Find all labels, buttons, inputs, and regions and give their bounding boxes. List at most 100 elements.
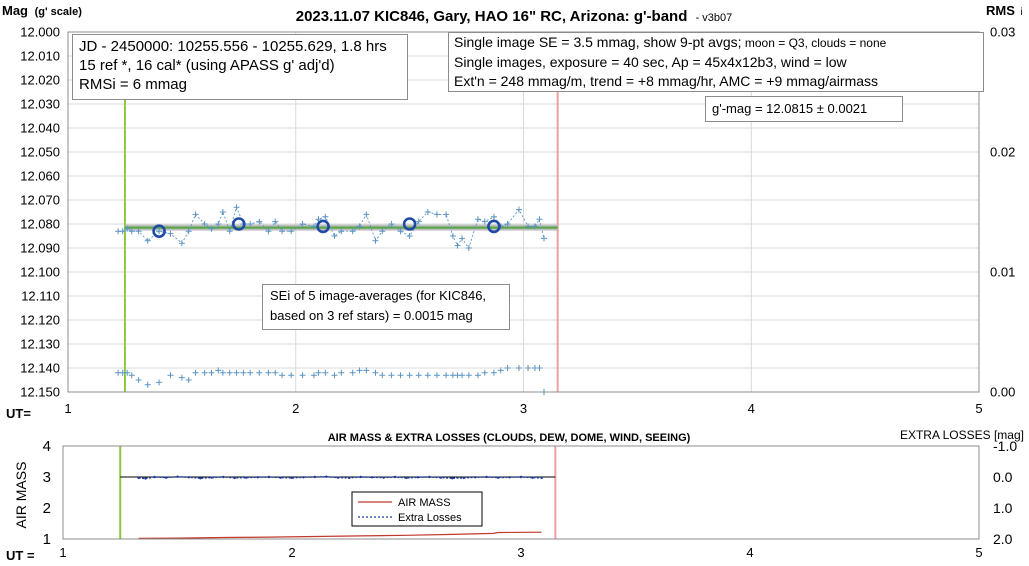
extra-losses-point bbox=[496, 476, 500, 479]
chart-version-tag: - v3b07 bbox=[696, 12, 733, 24]
single-image-point bbox=[310, 223, 317, 230]
info-right-line-1-small: moon = Q3, clouds = none bbox=[741, 36, 887, 50]
single-image-point bbox=[265, 228, 272, 235]
rms-point bbox=[363, 367, 370, 374]
y-tick-label: 12.030 bbox=[20, 97, 60, 112]
rms-point bbox=[525, 365, 532, 371]
bottom-y-tick-label: 1 bbox=[43, 531, 51, 548]
single-image-point bbox=[178, 240, 185, 247]
y-tick-label: 12.060 bbox=[20, 169, 60, 184]
bottom-chart: 1 2 3 4 -1.0 0.0 1.0 2.0 1 2 3 4 5 AIR MASS & EXTR… bbox=[6, 428, 1024, 563]
extra-losses-point bbox=[393, 475, 397, 479]
rms-point bbox=[331, 372, 338, 379]
extra-losses-point bbox=[153, 475, 156, 479]
extra-losses-point bbox=[302, 476, 305, 479]
extra-losses-point bbox=[439, 476, 443, 479]
sei-box: SEi of 5 image-averages (for KIC846, bas… bbox=[262, 284, 510, 330]
rms-point bbox=[201, 369, 208, 376]
average-point bbox=[316, 219, 330, 234]
single-image-point bbox=[465, 245, 472, 251]
average-point bbox=[152, 224, 166, 238]
single-image-point bbox=[247, 221, 254, 227]
extra-losses-point bbox=[428, 475, 431, 479]
y-axis-label-right: RMS i bbox=[986, 3, 1023, 18]
y-tick-label: 12.130 bbox=[20, 337, 60, 352]
y2-tick-label: 0.00 bbox=[990, 385, 1015, 400]
rms-point bbox=[156, 379, 163, 386]
rms-point bbox=[459, 372, 466, 379]
bottom-legend: AIR MASS Extra Losses bbox=[351, 491, 483, 527]
sei-line-1: SEi of 5 image-averages (for KIC846, bbox=[270, 288, 487, 303]
rms-point bbox=[310, 372, 317, 379]
y-tick-label: 12.100 bbox=[20, 265, 60, 280]
top-averages-series bbox=[152, 217, 501, 238]
rms-point bbox=[465, 372, 472, 379]
average-point bbox=[402, 217, 417, 231]
single-image-point bbox=[379, 228, 386, 235]
y2-tick-label: 0.02 bbox=[990, 145, 1015, 160]
extra-losses-point bbox=[336, 476, 339, 479]
y-tick-label: 12.010 bbox=[20, 49, 60, 64]
bottom-y-tick-label: 4 bbox=[43, 438, 51, 455]
top-y-tick-labels: 12.000 12.010 12.020 12.030 12.040 12.050 12.0… bbox=[20, 25, 60, 400]
single-image-point bbox=[315, 216, 322, 223]
rms-point bbox=[490, 369, 497, 376]
single-image-point bbox=[215, 221, 222, 227]
single-image-point bbox=[443, 211, 450, 218]
bottom-y2-tick-labels: -1.0 0.0 1.0 2.0 bbox=[993, 438, 1017, 547]
extra-losses-point bbox=[245, 476, 248, 479]
single-images-line bbox=[118, 205, 545, 249]
info-left-line-2: 15 ref *, 16 cal* (using APASS g' adj'd) bbox=[79, 57, 335, 74]
rms-point bbox=[144, 381, 151, 388]
single-image-point bbox=[363, 211, 370, 218]
single-image-point bbox=[256, 218, 263, 225]
sei-line-2: based on 3 ref stars) = 0.0015 mag bbox=[270, 308, 473, 323]
rms-point bbox=[388, 372, 395, 379]
average-point bbox=[232, 217, 246, 231]
single-image-point bbox=[481, 218, 488, 225]
bottom-y2-tick-label: 1.0 bbox=[993, 500, 1013, 516]
single-image-point bbox=[124, 225, 131, 232]
bottom-x-tick-label: 5 bbox=[975, 545, 982, 560]
info-right-line-1: Single image SE = 3.5 mmag, show 9-pt av… bbox=[454, 33, 978, 53]
rms-point bbox=[497, 367, 504, 374]
legend-frame bbox=[351, 491, 483, 527]
rms-point bbox=[215, 367, 222, 374]
legend-air-mass-label: AIR MASS bbox=[398, 497, 451, 509]
y-tick-label: 12.040 bbox=[20, 121, 60, 136]
y-tick-label: 12.150 bbox=[20, 385, 60, 400]
x-tick-label: 4 bbox=[748, 401, 755, 416]
result-box: g'-mag = 12.0815 ± 0.0021 bbox=[705, 96, 903, 122]
bottom-chart-title: AIR MASS & EXTRA LOSSES (CLOUDS, DEW, DO… bbox=[328, 432, 691, 444]
rms-point bbox=[536, 365, 543, 371]
rms-point bbox=[279, 372, 286, 379]
single-image-point bbox=[128, 228, 135, 235]
bottom-x-tick-label: 3 bbox=[517, 545, 524, 560]
y-label-mag-sub: (g' scale) bbox=[35, 6, 83, 18]
rms-point bbox=[233, 369, 240, 376]
bottom-x-tick-labels: 1 2 3 4 5 bbox=[59, 545, 982, 560]
single-image-point bbox=[424, 209, 431, 215]
rms-point bbox=[481, 369, 488, 376]
bottom-y2-tick-label: 2.0 bbox=[993, 531, 1013, 547]
y-tick-label: 12.050 bbox=[20, 145, 60, 160]
single-image-point bbox=[331, 233, 338, 239]
y2-label-rms: RMS bbox=[986, 3, 1015, 18]
rms-point bbox=[226, 369, 233, 376]
extra-losses-point bbox=[325, 475, 328, 478]
bottom-x-tick-label: 1 bbox=[59, 545, 66, 560]
single-image-point bbox=[279, 228, 286, 235]
y-axis-label-left: Mag (g' scale) bbox=[2, 3, 82, 18]
bottom-time-markers bbox=[119, 446, 557, 539]
extra-losses-point bbox=[267, 475, 271, 479]
single-image-point bbox=[356, 223, 363, 230]
extra-losses-point bbox=[405, 476, 408, 480]
y2-label-rms-sub: i bbox=[1021, 7, 1023, 18]
extra-losses-point bbox=[233, 476, 236, 480]
single-image-point bbox=[119, 228, 126, 235]
x-axis-label: UT= bbox=[6, 406, 31, 421]
rms-point bbox=[272, 369, 279, 376]
single-image-point bbox=[372, 237, 379, 244]
info-left-line-3: RMSi = 6 mmag bbox=[79, 76, 187, 93]
